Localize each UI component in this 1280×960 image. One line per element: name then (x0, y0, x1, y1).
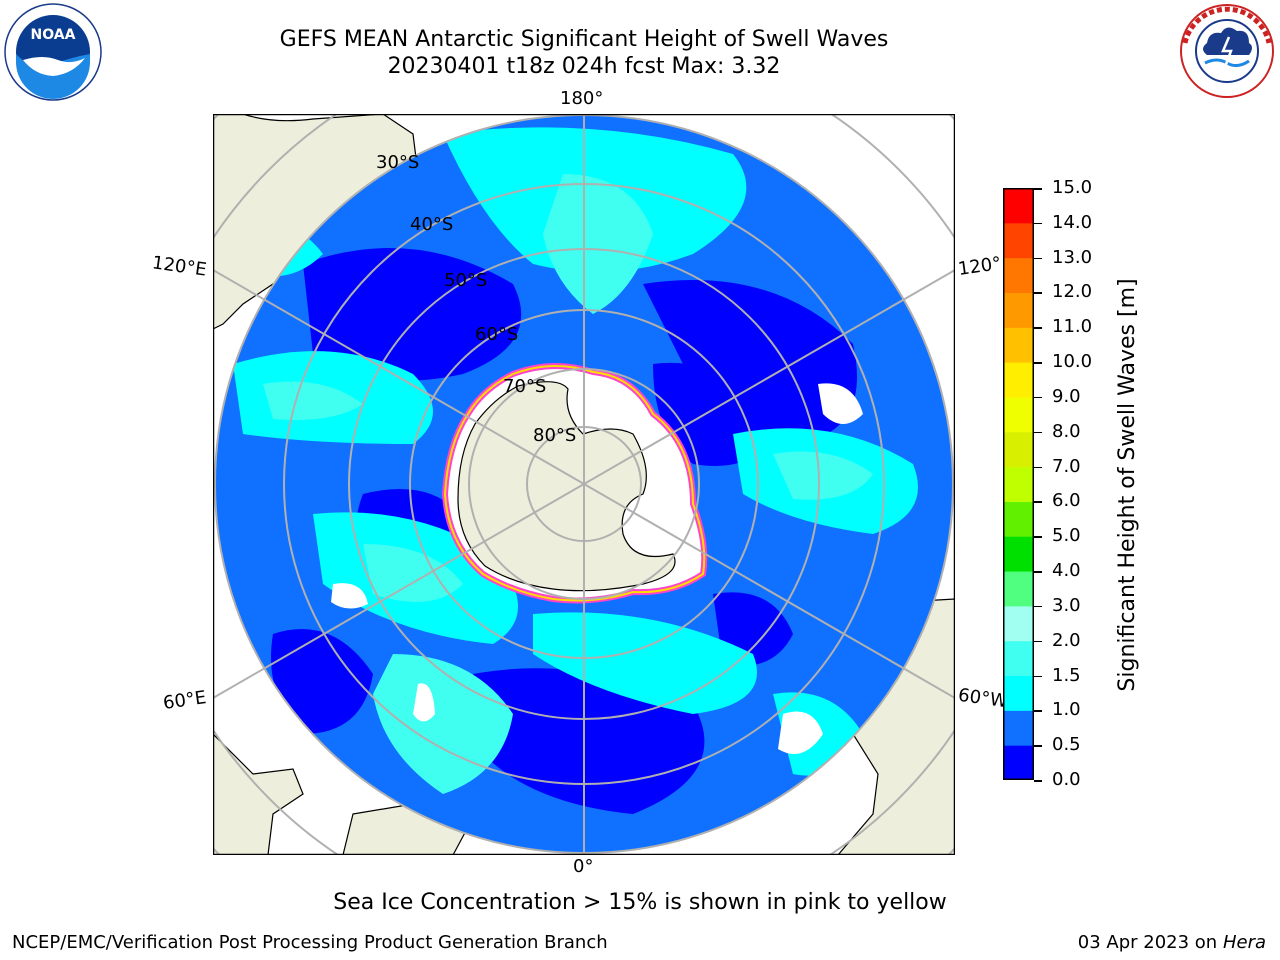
colorbar-tick-mark (1034, 396, 1042, 399)
colorbar-tick-mark (1034, 292, 1042, 294)
colorbar-swatch (1003, 362, 1034, 398)
colorbar-tick-label: 14.0 (1052, 211, 1093, 233)
colorbar-swatch (1003, 292, 1034, 328)
polar-map-canvas (212, 113, 956, 856)
colorbar-tick-mark (1034, 327, 1042, 329)
noaa-logo-text: NOAA (31, 27, 76, 43)
colorbar-border (1003, 188, 1034, 780)
lat-label-60s: 60°S (475, 324, 519, 345)
colorbar-tick-mark (1034, 675, 1042, 678)
lat-label-50s: 50°S (444, 270, 488, 291)
colorbar-tick-label: 0.5 (1052, 734, 1081, 756)
chart-title: GEFS MEAN Antarctic Significant Height o… (279, 27, 889, 52)
lon-label-0: 0° (573, 856, 594, 877)
sea-ice-note: Sea Ice Concentration > 15% is shown in … (333, 890, 947, 915)
chart-subtitle-run-info: 20230401 t18z 024h fcst Max: 3.32 (387, 54, 781, 79)
lon-label-60w: 60°W (956, 684, 1009, 713)
colorbar-swatch (1003, 257, 1034, 293)
lat-label-40s: 40°S (410, 214, 454, 235)
colorbar-tick-mark (1034, 536, 1042, 538)
colorbar-tick-mark (1034, 780, 1042, 782)
colorbar-tick-label: 1.5 (1052, 664, 1081, 686)
lat-label-70s: 70°S (503, 376, 547, 397)
colorbar-tick-label: 1.0 (1052, 699, 1081, 721)
colorbar-tick-label: 7.0 (1052, 455, 1081, 477)
noaa-logo: NOAA (4, 3, 102, 101)
footer-date-text: 03 Apr 2023 on (1077, 932, 1223, 953)
lat-label-30s: 30°S (376, 152, 420, 173)
colorbar-tick-mark (1034, 466, 1042, 469)
colorbar-tick-mark (1034, 257, 1042, 260)
colorbar-swatch (1003, 640, 1034, 677)
colorbar-tick-label: 11.0 (1052, 316, 1093, 338)
colorbar-tick-label: 5.0 (1052, 525, 1081, 547)
footer-host: Hera (1222, 932, 1266, 953)
colorbar-label: Significant Height of Swell Waves [m] (1115, 278, 1140, 692)
lon-label-120e: 120°E (150, 252, 208, 281)
colorbar-tick-mark (1034, 571, 1042, 573)
colorbar-tick-label: 10.0 (1052, 351, 1093, 373)
colorbar-tick-label: 9.0 (1052, 385, 1081, 407)
colorbar-tick-label: 13.0 (1052, 246, 1093, 268)
footer-credit: NCEP/EMC/Verification Post Processing Pr… (12, 932, 608, 953)
colorbar-tick-label: 3.0 (1052, 594, 1081, 616)
colorbar-tick-mark (1034, 745, 1042, 747)
lat-label-80s: 80°S (533, 425, 577, 446)
nws-logo (1180, 4, 1274, 98)
colorbar-swatch (1003, 571, 1034, 607)
colorbar-tick-label: 4.0 (1052, 560, 1081, 582)
colorbar-swatch (1003, 501, 1034, 537)
footer-date: 03 Apr 2023 on Hera (1078, 932, 1266, 953)
colorbar-tick-label: 8.0 (1052, 420, 1081, 442)
colorbar-tick-label: 2.0 (1052, 629, 1081, 651)
colorbar-tick-mark (1034, 188, 1042, 190)
colorbar-tick-mark (1034, 431, 1042, 434)
colorbar-swatch (1003, 675, 1034, 711)
colorbar-swatch (1003, 466, 1034, 502)
colorbar-swatch (1003, 327, 1034, 363)
colorbar-swatch (1003, 222, 1034, 259)
lon-label-120w: 120° (956, 253, 1003, 280)
lon-label-60e: 60°E (161, 687, 208, 714)
colorbar-tick-label: 0.0 (1052, 769, 1081, 790)
colorbar-swatch (1003, 605, 1034, 642)
land-madagascar-region (213, 733, 304, 855)
lon-label-180: 180° (560, 88, 604, 109)
colorbar-tick-label: 6.0 (1052, 490, 1081, 512)
colorbar-tick-label: 15.0 (1052, 177, 1093, 198)
colorbar-tick-label: 12.0 (1052, 281, 1093, 303)
colorbar-swatch (1003, 536, 1034, 572)
polar-map (212, 113, 956, 856)
colorbar-tick-mark (1034, 605, 1042, 608)
colorbar-tick-mark (1034, 501, 1042, 503)
colorbar-swatch (1003, 431, 1034, 468)
colorbar-tick-mark (1034, 362, 1042, 364)
colorbar-tick-mark (1034, 710, 1042, 712)
colorbar (1003, 188, 1034, 780)
colorbar-tick-mark (1034, 222, 1042, 225)
colorbar-swatch (1003, 188, 1034, 224)
colorbar-swatch (1003, 710, 1034, 746)
colorbar-tick-mark (1034, 640, 1042, 643)
colorbar-swatch (1003, 396, 1034, 433)
colorbar-swatch (1003, 745, 1034, 780)
